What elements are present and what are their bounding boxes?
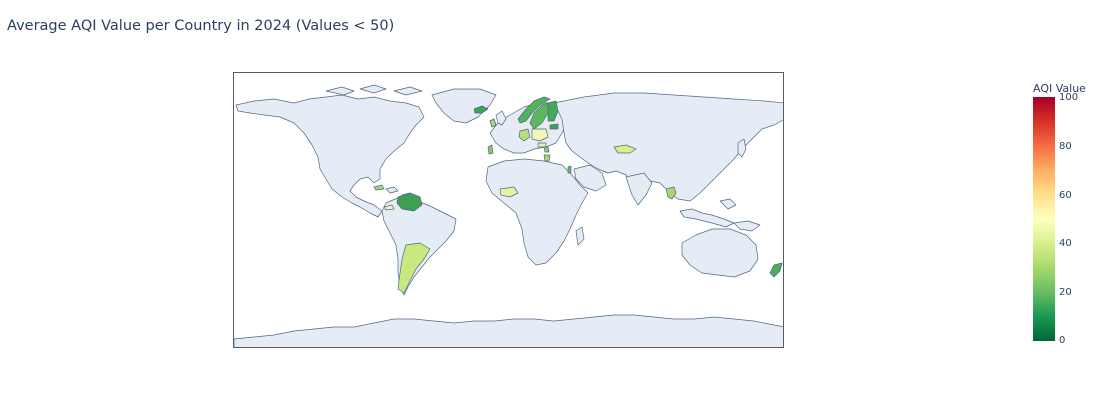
india [625, 172, 653, 206]
colorbar-tick: 60 [1059, 190, 1072, 201]
colorbar-tick: 20 [1059, 287, 1072, 298]
colorbar-title: AQI Value [1033, 82, 1086, 95]
colorbar [1033, 97, 1055, 341]
arctic-islands [325, 84, 423, 96]
country-new-zealand[interactable] [769, 262, 783, 278]
indonesia [679, 198, 737, 228]
antarctica [234, 314, 783, 347]
chart-title: Average AQI Value per Country in 2024 (V… [7, 18, 395, 34]
country-hungary[interactable] [537, 142, 547, 148]
country-israel[interactable] [567, 165, 572, 174]
madagascar [575, 226, 585, 246]
country-greece[interactable] [543, 154, 551, 162]
country-cuba[interactable] [373, 184, 385, 191]
country-uzbekistan[interactable] [613, 144, 637, 154]
country-argentina[interactable] [397, 242, 431, 294]
new-guinea [733, 220, 761, 232]
land-layer [234, 84, 783, 347]
country-vietnam[interactable] [665, 186, 677, 200]
country-serbia[interactable] [543, 146, 550, 153]
greenland [431, 88, 497, 124]
country-panama[interactable] [383, 204, 395, 211]
world-map[interactable] [234, 73, 784, 348]
country-iceland[interactable] [473, 105, 489, 114]
country-norway[interactable] [517, 96, 551, 124]
colorbar-tick: 100 [1059, 92, 1079, 103]
country-niger[interactable] [499, 186, 519, 198]
country-ireland[interactable] [489, 118, 497, 128]
country-portugal[interactable] [487, 144, 494, 155]
colorbar-tick: 0 [1059, 335, 1066, 346]
country-germany[interactable] [518, 128, 531, 142]
map-frame[interactable] [233, 72, 784, 348]
north-america [235, 94, 425, 218]
country-finland[interactable] [547, 100, 559, 122]
japan [737, 138, 747, 158]
country-poland[interactable] [531, 128, 549, 142]
highlighted-countries [373, 96, 783, 294]
africa [485, 158, 589, 266]
colorbar-tick: 80 [1059, 141, 1072, 152]
colorbar-tick: 40 [1059, 238, 1072, 249]
arabia [573, 164, 607, 192]
asia [553, 92, 783, 202]
australia [681, 228, 759, 278]
country-estonia[interactable] [549, 123, 559, 130]
country-venezuela[interactable] [396, 192, 423, 212]
